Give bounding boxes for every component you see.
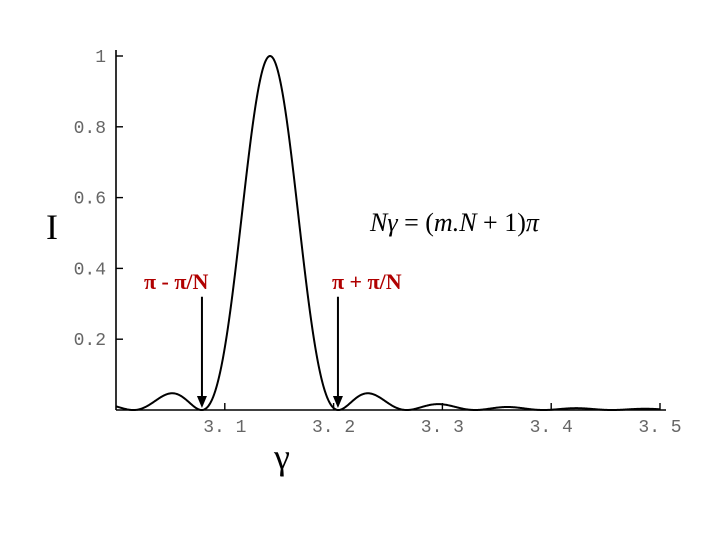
y-tick-label: 0.2 xyxy=(74,331,106,351)
x-tick-label: 3. 2 xyxy=(312,418,355,438)
x-axis-title: γ xyxy=(274,436,290,478)
figure: 0.2 0.4 0.6 0.8 1 3. 1 3. 2 3. 3 3. 4 3. 5 I γ Nγ… xyxy=(0,0,720,540)
y-tick-label: 0.8 xyxy=(74,119,106,139)
annotation-pi-plus: π + π/N xyxy=(332,269,402,295)
annotation-pi-minus-arrow-head xyxy=(197,396,207,408)
y-tick-label: 0.6 xyxy=(74,190,106,210)
y-tick-label: 1 xyxy=(95,48,106,68)
x-tick-label: 3. 3 xyxy=(421,418,464,438)
y-tick-label: 0.4 xyxy=(74,260,106,280)
x-tick-label: 3. 5 xyxy=(638,418,681,438)
annotation-pi-minus: π - π/N xyxy=(144,269,208,295)
equation-label: Nγ = (m.N + 1)π xyxy=(370,208,539,238)
y-axis-title: I xyxy=(46,206,58,248)
x-tick-label: 3. 4 xyxy=(530,418,573,438)
annotation-pi-plus-arrow-head xyxy=(333,396,343,408)
x-tick-label: 3. 1 xyxy=(203,418,246,438)
